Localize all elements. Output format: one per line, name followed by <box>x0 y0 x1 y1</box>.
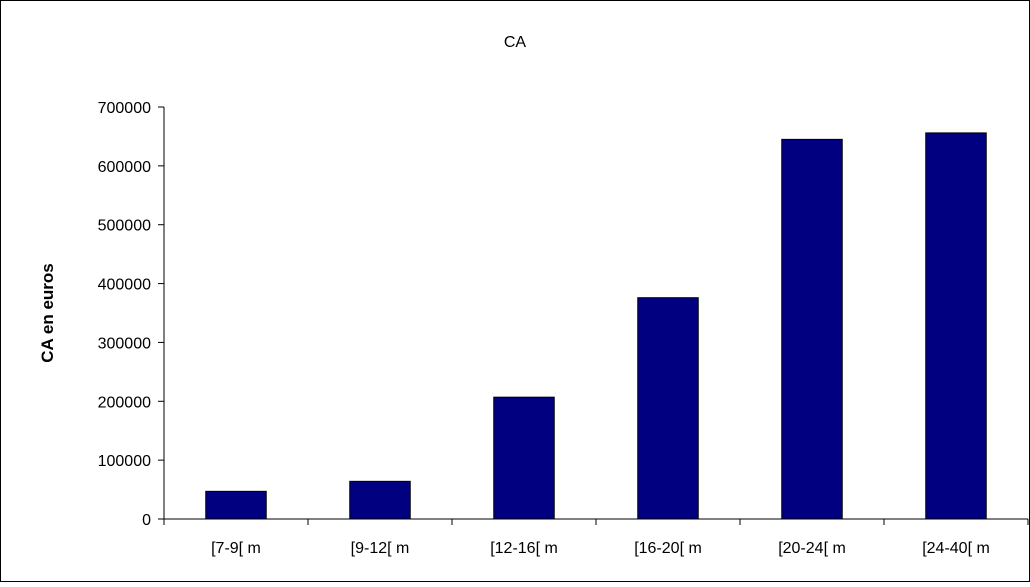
x-category-label: [7-9[ m <box>211 540 261 557</box>
bar-1 <box>205 490 267 520</box>
y-axis-ticks: 0 100000 200000 300000 400000 500000 600000 700… <box>98 100 164 529</box>
bar-5 <box>781 138 843 520</box>
x-category-label: [16-20[ m <box>634 540 702 557</box>
y-tick-label: 700000 <box>98 100 151 117</box>
y-tick-label: 500000 <box>98 218 151 235</box>
x-category-label: [24-40[ m <box>922 540 990 557</box>
x-category-label: [20-24[ m <box>778 540 846 557</box>
y-axis-label: CA en euros <box>38 263 57 363</box>
bar-6 <box>925 132 987 520</box>
bar-2 <box>349 480 411 520</box>
y-tick-label: 400000 <box>98 277 151 294</box>
bars <box>205 132 987 520</box>
y-tick-label: 600000 <box>98 159 151 176</box>
y-tick-label: 0 <box>142 512 151 529</box>
x-category-label: [9-12[ m <box>351 540 410 557</box>
y-tick-label: 300000 <box>98 335 151 352</box>
y-tick-label: 200000 <box>98 394 151 411</box>
bar-3 <box>493 396 555 520</box>
y-tick-label: 100000 <box>98 453 151 470</box>
bar-4 <box>637 297 699 520</box>
x-category-label: [12-16[ m <box>490 540 558 557</box>
chart-title: CA <box>504 34 527 51</box>
x-axis-ticks: [7-9[ m [9-12[ m [12-16[ m [16-20[ m [20-24[… <box>163 519 1029 557</box>
